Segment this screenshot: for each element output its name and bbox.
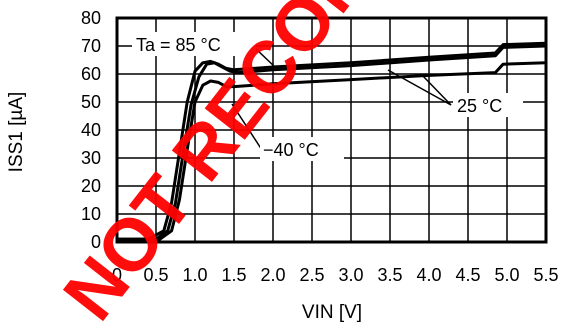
plot-frame bbox=[115, 16, 548, 244]
x-tick-label-1: 0.5 bbox=[143, 265, 168, 285]
x-tick-label-8: 4.0 bbox=[416, 265, 441, 285]
x-tick-label-2: 1.0 bbox=[182, 265, 207, 285]
y-tick-label-5: 50 bbox=[81, 92, 101, 112]
x-tick-label-5: 2.5 bbox=[299, 265, 324, 285]
x-tick-label-7: 3.5 bbox=[377, 265, 402, 285]
x-tick-label-11: 5.5 bbox=[533, 265, 558, 285]
y-tick-label-8: 80 bbox=[81, 8, 101, 28]
x-tick-label-6: 3.0 bbox=[338, 265, 363, 285]
y-tick-label-4: 40 bbox=[81, 120, 101, 140]
annotation-bg-85c bbox=[132, 32, 256, 56]
annotation-leader-m40c bbox=[231, 103, 263, 151]
annotation-leader-25c-b bbox=[387, 69, 452, 106]
y-axis-label: ISS1 [µA] bbox=[6, 92, 27, 173]
x-tick-label-0: 0 bbox=[112, 265, 122, 285]
x-axis-label: VIN [V] bbox=[302, 302, 362, 323]
x-tick-label-3: 1.5 bbox=[221, 265, 246, 285]
annotations: Ta = 85 °C 25 °C −40 °C bbox=[132, 32, 523, 161]
y-tick-label-0: 0 bbox=[91, 232, 101, 252]
y-tick-labels: 0 10 20 30 40 50 60 70 80 bbox=[81, 8, 101, 252]
x-tick-labels: 0 0.5 1.0 1.5 2.0 2.5 3.0 3.5 4.0 4.5 5.0 5.5 bbox=[112, 265, 559, 285]
annotation-85c: Ta = 85 °C bbox=[136, 35, 221, 55]
y-tick-label-1: 10 bbox=[81, 204, 101, 224]
series-lines bbox=[115, 41, 548, 241]
annotation-leader-25c-a bbox=[420, 73, 452, 106]
x-tick-label-4: 2.0 bbox=[260, 265, 285, 285]
annotation-m40c: −40 °C bbox=[263, 140, 319, 160]
annotation-bg-25c bbox=[453, 93, 523, 117]
y-tick-label-6: 60 bbox=[81, 64, 101, 84]
y-tick-label-3: 30 bbox=[81, 148, 101, 168]
y-tick-label-7: 70 bbox=[81, 36, 101, 56]
y-tick-label-2: 20 bbox=[81, 176, 101, 196]
annotation-leader-85c bbox=[253, 46, 277, 69]
annotation-bg-m40c bbox=[260, 137, 344, 161]
series-line-2 bbox=[115, 61, 548, 241]
series-line-1 bbox=[115, 44, 548, 241]
x-tick-label-10: 5.0 bbox=[494, 265, 519, 285]
x-tick-label-9: 4.5 bbox=[455, 265, 480, 285]
annotation-25c: 25 °C bbox=[457, 96, 502, 116]
